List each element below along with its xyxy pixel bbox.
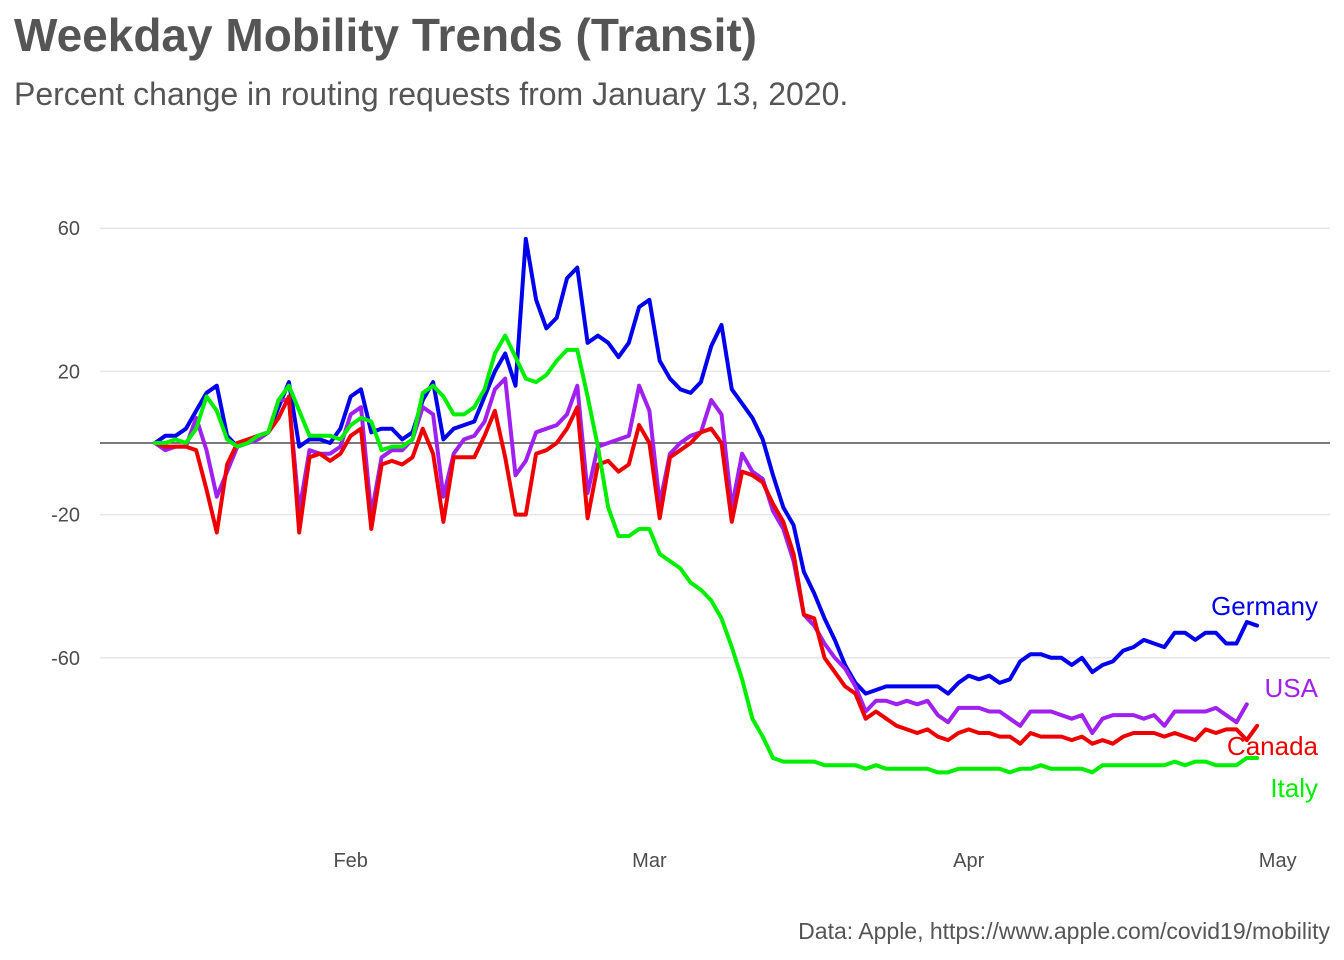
x-tick-label: Feb bbox=[333, 850, 367, 872]
series-label-usa: USA bbox=[1265, 673, 1319, 703]
y-axis-tick-labels: 60 20 -20 -60 bbox=[51, 218, 80, 670]
x-tick-label: Apr bbox=[953, 850, 984, 872]
y-tick-label: -20 bbox=[51, 505, 80, 527]
x-tick-label: May bbox=[1259, 850, 1297, 872]
y-tick-label: 20 bbox=[58, 361, 80, 383]
gridlines bbox=[100, 227, 1330, 659]
series-line-germany bbox=[153, 236, 1260, 696]
series-label-canada: Canada bbox=[1227, 731, 1319, 761]
x-tick-label: Mar bbox=[632, 850, 667, 872]
x-axis-tick-labels: Feb Mar Apr May bbox=[333, 850, 1296, 872]
y-tick-label: 60 bbox=[58, 218, 80, 240]
series-line-italy bbox=[153, 333, 1260, 775]
series-lines bbox=[153, 236, 1260, 775]
series-end-labels: Germany USA Canada Italy bbox=[1211, 591, 1319, 803]
chart-caption: Data: Apple, https://www.apple.com/covid… bbox=[798, 918, 1330, 944]
series-line-canada bbox=[153, 394, 1260, 746]
chart-subtitle: Percent change in routing requests from … bbox=[14, 76, 849, 112]
series-label-germany: Germany bbox=[1211, 591, 1318, 621]
chart-title: Weekday Mobility Trends (Transit) bbox=[14, 9, 757, 61]
y-tick-label: -60 bbox=[51, 648, 80, 670]
series-label-italy: Italy bbox=[1270, 773, 1318, 803]
